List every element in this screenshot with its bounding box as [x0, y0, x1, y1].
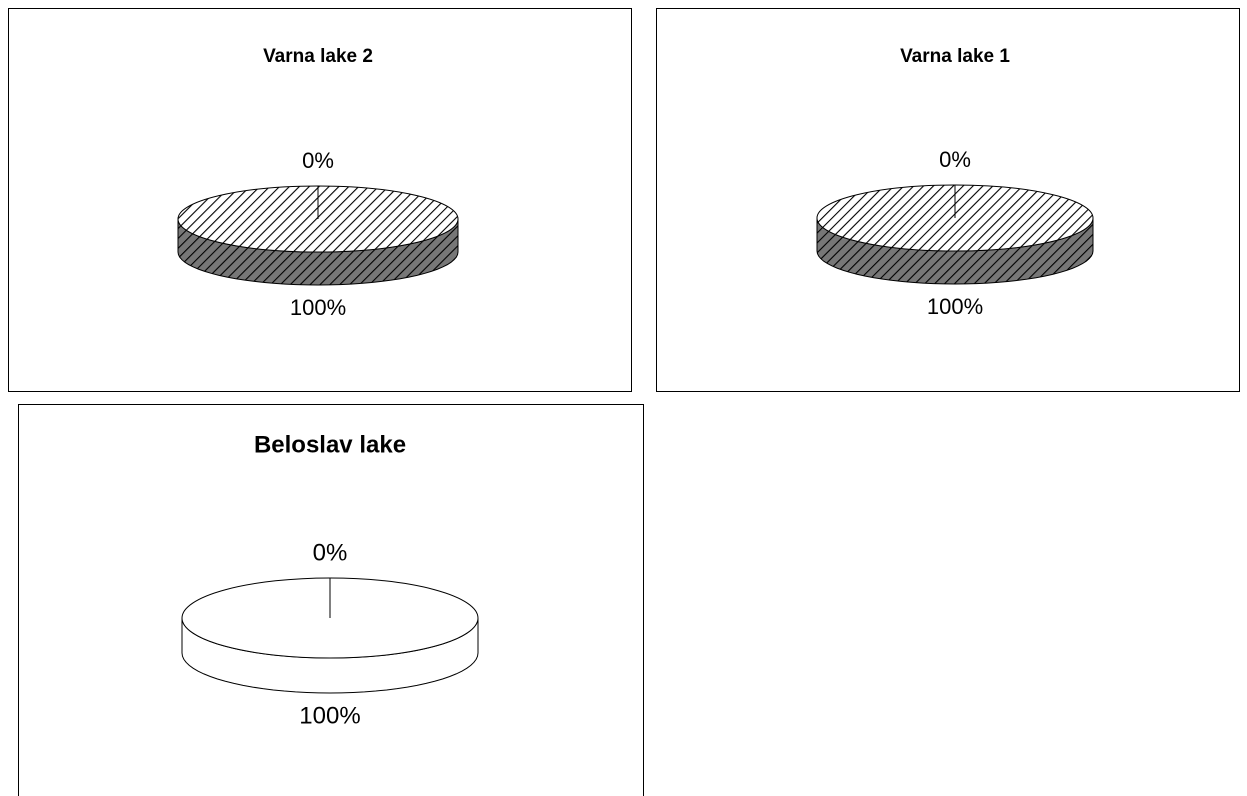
chart-title: Varna lake 2 [263, 46, 373, 67]
data-label: 0% [939, 147, 971, 172]
chart-title: Varna lake 1 [900, 46, 1010, 67]
data-label: 100% [290, 295, 346, 320]
chart-title: Beloslav lake [254, 431, 406, 458]
data-label: 100% [299, 702, 360, 729]
data-label: 100% [927, 294, 983, 319]
data-label: 0% [302, 148, 334, 173]
data-label: 0% [313, 539, 348, 566]
